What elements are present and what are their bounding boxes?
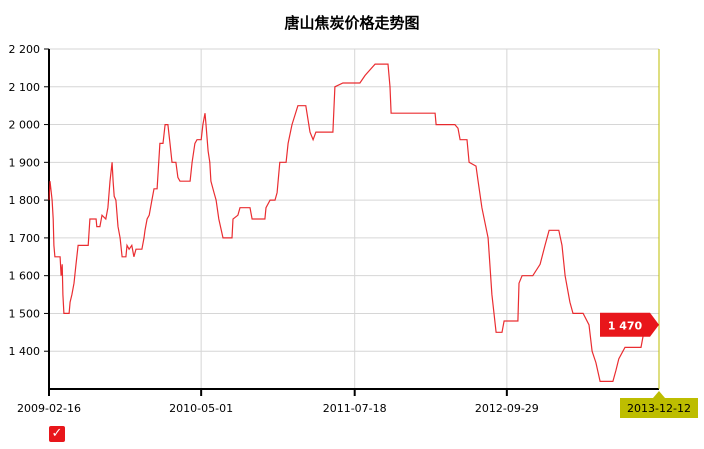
price-series-line <box>48 63 659 382</box>
y-tick-label: 2 100 <box>9 81 41 94</box>
date-tooltip-text: 2013-12-12 <box>627 402 691 415</box>
y-tick-label: 1 900 <box>9 156 41 169</box>
legend-checkbox[interactable]: ✓ <box>49 426 65 442</box>
chart-title: 唐山焦炭价格走势图 <box>284 14 420 32</box>
x-tick-label: 2011-07-18 <box>323 402 387 415</box>
x-tick-label: 2012-09-29 <box>475 402 539 415</box>
y-tick-label: 1 400 <box>9 345 41 358</box>
y-tick-label: 2 200 <box>9 43 41 56</box>
y-tick-label: 1 600 <box>9 270 41 283</box>
x-tick-label: 2009-02-16 <box>17 402 81 415</box>
y-tick-label: 2 000 <box>9 119 41 132</box>
x-tick-label: 2010-05-01 <box>169 402 233 415</box>
y-tick-label: 1 700 <box>9 232 41 245</box>
y-tick-label: 1 500 <box>9 307 41 320</box>
y-tick-label: 1 800 <box>9 194 41 207</box>
value-tooltip-box <box>600 312 659 337</box>
value-tooltip-text: 1 470 <box>608 319 643 332</box>
date-tooltip-box <box>620 391 698 418</box>
